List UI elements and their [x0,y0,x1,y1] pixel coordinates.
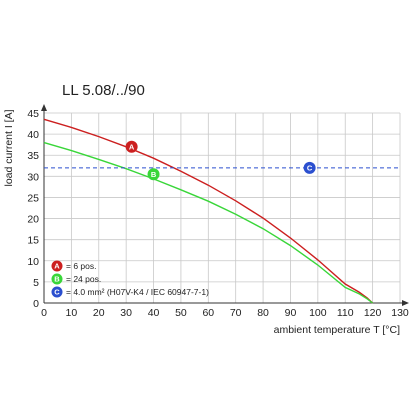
x-tick-label: 80 [257,307,269,319]
marker-label-c: C [307,164,313,173]
legend-marker-c [51,286,63,298]
x-tick-label: 110 [337,307,354,319]
legend-marker-label: C [54,288,60,297]
y-tick-label: 0 [33,298,39,310]
legend-marker-label: B [54,275,60,284]
y-axis-label: load current I [A] [3,109,15,186]
legend: A = 6 pos. B = 24 pos. C = 4.0 mm² (H07V-K4 /… [51,260,209,298]
y-tick-label: 15 [27,235,39,247]
series-group [43,118,400,304]
legend-entry-text: = 24 pos. [66,274,101,284]
y-tick-label: 5 [33,277,39,289]
x-tick-label: 10 [66,307,78,319]
grid [43,112,401,304]
y-tick-label: 45 [27,108,39,120]
y-tick-label: 20 [27,214,39,226]
y-tick-label: 25 [27,192,39,204]
y-tick-label: 35 [27,150,39,162]
x-tick-label: 100 [309,307,327,319]
y-tick-label: 40 [27,129,39,141]
marker-label-b: B [151,170,157,179]
curve-markers: A B C [125,140,316,181]
series-line-b [43,141,374,304]
y-axis-arrow [41,104,47,111]
chart-title: LL 5.08/../90 [62,82,145,99]
marker-label-a: A [129,142,135,151]
marker-b [147,168,160,181]
axes: 0 10 20 30 40 50 60 70 80 90 100 110 120 130 0 5 10 15 20 2… [27,104,409,319]
legend-marker-b [51,273,63,285]
x-tick-label: 20 [93,307,105,319]
y-tick-label: 30 [27,171,39,183]
legend-marker-a [51,260,63,272]
marker-c [303,161,316,174]
y-tick-label: 10 [27,256,39,268]
x-tick-label: 0 [41,307,47,319]
x-axis-arrow [402,300,409,306]
legend-marker-label: A [54,262,60,271]
x-axis-label: ambient temperature T [°C] [274,324,400,336]
legend-entry-text: = 4.0 mm² (H07V-K4 / IEC 60947-7-1) [66,287,209,297]
x-tick-label: 120 [364,307,382,319]
marker-a [125,140,138,153]
x-tick-label: 50 [175,307,187,319]
x-tick-label: 40 [148,307,160,319]
x-tick-label: 130 [391,307,409,319]
series-line-a [43,118,374,304]
x-tick-label: 60 [202,307,214,319]
x-tick-label: 30 [120,307,132,319]
x-tick-label: 90 [285,307,297,319]
legend-entry-text: = 6 pos. [66,261,96,271]
x-tick-label: 70 [230,307,242,319]
